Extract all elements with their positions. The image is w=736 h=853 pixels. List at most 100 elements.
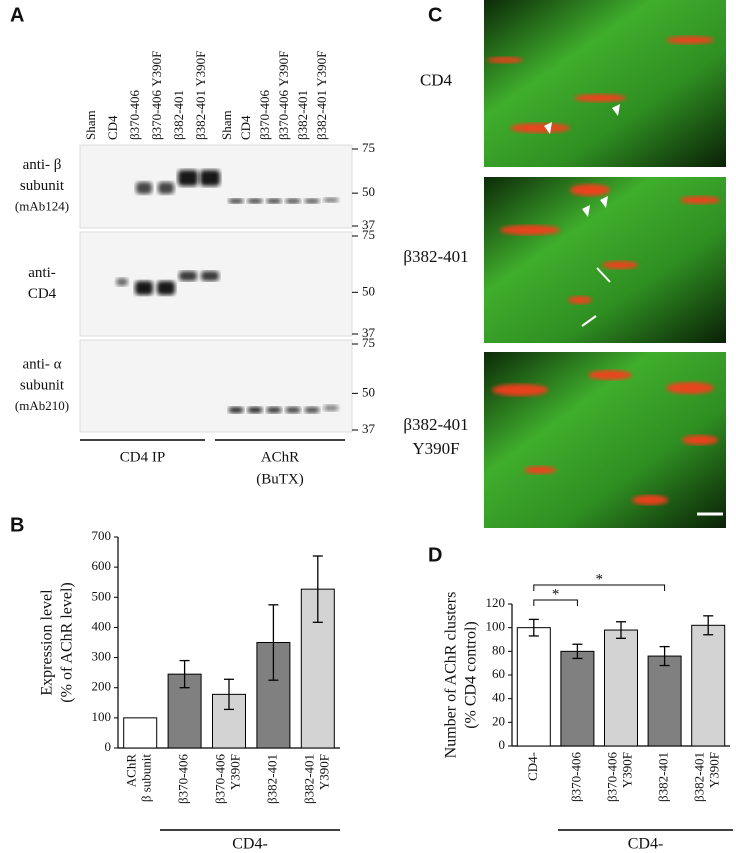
row-label: (mAb124) <box>15 198 69 213</box>
panel-label: C <box>428 4 442 26</box>
red-cluster <box>632 495 668 505</box>
panel-label: B <box>10 514 24 536</box>
significance-bracket <box>533 599 578 606</box>
blot-band <box>178 170 198 186</box>
blot-band <box>157 281 175 295</box>
red-cluster <box>510 123 570 133</box>
group-label: AChR <box>261 449 299 465</box>
lane-label: β370-406 Y390F <box>149 51 164 140</box>
image-label: CD4 <box>420 70 453 89</box>
x-tick-label: Y390F <box>619 752 634 788</box>
significance-bracket <box>533 584 666 591</box>
lane-label: CD4 <box>238 115 253 140</box>
arrowhead <box>544 122 552 134</box>
group-label: CD4 IP <box>120 449 165 465</box>
blot-band <box>285 407 301 413</box>
y-tick-label: 80 <box>492 642 505 657</box>
x-tick-label: β subunit <box>139 754 154 803</box>
y-tick-label: 600 <box>92 558 112 573</box>
lane-label: β382-401 Y390F <box>314 51 329 140</box>
bar <box>560 650 595 747</box>
y-tick-label: 20 <box>492 713 505 728</box>
row-label: (mAb210) <box>15 398 69 413</box>
blot-band <box>285 198 301 204</box>
image-label: β382-401 <box>403 247 468 266</box>
y-tick-label: 100 <box>486 619 506 634</box>
blot-band <box>247 407 263 413</box>
blot-band <box>136 182 152 194</box>
lane-label: Sham <box>83 110 98 140</box>
blot-band <box>135 281 153 295</box>
mw-marker: 37 <box>362 217 376 232</box>
significance-label: * <box>595 571 603 587</box>
blot-band <box>247 198 263 204</box>
group-label: CD4- <box>232 836 268 853</box>
lane-label: β382-401 Y390F <box>193 51 208 140</box>
x-tick-label: β382-401 <box>301 754 316 804</box>
red-cluster <box>682 435 718 445</box>
blot-band <box>266 407 282 413</box>
arrowhead <box>612 104 620 116</box>
mw-marker: 75 <box>362 227 375 242</box>
blot-band <box>304 407 320 413</box>
mw-marker: 50 <box>362 184 375 199</box>
y-axis-label: Expression level <box>39 589 56 696</box>
y-tick-label: 120 <box>486 595 506 610</box>
x-tick-label: β382-401 <box>264 754 279 804</box>
mw-marker: 37 <box>362 421 376 436</box>
row-label: subunit <box>20 377 65 393</box>
y-tick-label: 0 <box>499 737 506 752</box>
y-tick-label: 60 <box>492 666 505 681</box>
lane-label: β370-406 <box>127 90 142 140</box>
blot-band <box>158 182 174 194</box>
x-tick-label: β370-406 <box>176 754 191 804</box>
mw-marker: 75 <box>362 140 375 155</box>
x-tick-label: AChR <box>124 754 139 788</box>
arrow <box>596 267 611 283</box>
bar <box>647 655 682 747</box>
y-tick-label: 200 <box>92 679 112 694</box>
bar <box>691 624 726 747</box>
panel-label: D <box>428 544 442 566</box>
row-label: CD4 <box>28 286 57 302</box>
y-axis-label: (% CD4 control) <box>463 621 480 729</box>
blot-band <box>200 170 220 186</box>
y-tick-label: 100 <box>92 709 112 724</box>
lane-label: β382-401 <box>295 90 310 140</box>
row-label: anti- <box>28 265 56 281</box>
y-tick-label: 700 <box>92 528 112 543</box>
y-tick-label: 300 <box>92 649 112 664</box>
x-tick-label: Y390F <box>227 754 242 790</box>
row-label: subunit <box>20 178 65 194</box>
x-tick-label: Y390F <box>707 752 722 788</box>
lane-label: β370-406 <box>257 90 272 140</box>
y-tick-label: 500 <box>92 588 112 603</box>
red-cluster <box>500 225 560 235</box>
red-cluster <box>492 384 548 396</box>
image-label: Y390F <box>412 439 459 458</box>
x-tick-label: β382-401 <box>692 752 707 802</box>
mw-marker: 50 <box>362 283 375 298</box>
micrograph <box>484 0 726 167</box>
arrow <box>581 315 597 327</box>
lane-label: Sham <box>219 110 234 140</box>
panel-label: A <box>10 4 24 26</box>
lane-label: CD4 <box>105 115 120 140</box>
x-tick-label: β382-401 <box>656 752 671 802</box>
row-label: anti- α <box>22 356 61 372</box>
blot-band <box>323 405 339 411</box>
x-tick-label: β370-406 <box>212 754 227 804</box>
blot-band <box>266 198 282 204</box>
red-cluster <box>588 370 632 380</box>
y-tick-label: 400 <box>92 618 112 633</box>
bar <box>604 629 638 747</box>
red-cluster <box>666 382 714 394</box>
group-label: (BuTX) <box>256 471 304 487</box>
arrowhead <box>582 205 590 217</box>
x-tick-label: CD4- <box>525 752 540 781</box>
mw-marker: 50 <box>362 384 375 399</box>
blot-band <box>201 271 219 281</box>
x-tick-label: β370-406 <box>604 752 619 802</box>
red-cluster <box>666 36 714 44</box>
